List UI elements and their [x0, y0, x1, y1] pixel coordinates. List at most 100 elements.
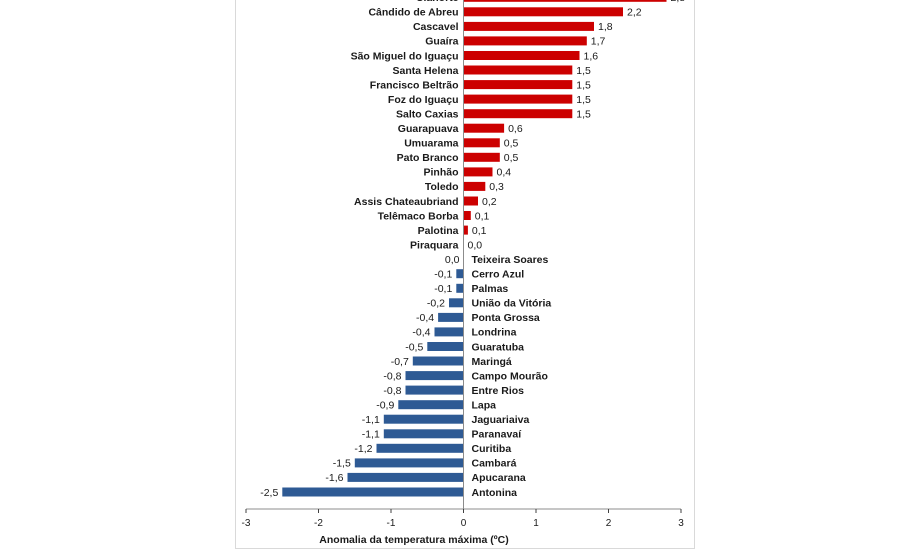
- x-tick-label: 0: [461, 518, 467, 529]
- bar-23: [434, 327, 464, 337]
- category-label: Paranavaí: [472, 429, 523, 441]
- value-label: 1,7: [591, 36, 606, 48]
- category-label: Cerro Azul: [472, 269, 525, 281]
- bar-21: [449, 298, 464, 308]
- category-label: Santa Helena: [393, 65, 459, 77]
- category-label: Curitiba: [472, 443, 512, 455]
- category-label: Teixeira Soares: [472, 254, 549, 266]
- category-label: Palmas: [472, 283, 509, 295]
- bar-28: [398, 400, 464, 410]
- bar-14: [463, 196, 478, 206]
- bar-25: [412, 356, 464, 366]
- category-label: Apucarana: [472, 472, 526, 484]
- category-label: Salto Caxias: [396, 109, 459, 121]
- value-label: 1,8: [598, 21, 613, 33]
- bar-8: [463, 109, 573, 119]
- value-label: 2,8: [671, 0, 686, 4]
- bar-27: [405, 385, 464, 395]
- category-label: Cascavel: [413, 21, 459, 33]
- bar-33: [347, 472, 464, 482]
- value-label: 0,4: [497, 167, 512, 179]
- category-label: Palotina: [418, 225, 459, 237]
- x-tick-label: 1: [533, 518, 539, 529]
- category-label: Guaratuba: [472, 341, 525, 353]
- bar-5: [463, 65, 573, 75]
- bar-26: [405, 371, 464, 381]
- value-label: -0,4: [416, 312, 434, 324]
- category-label: Guarapuava: [398, 123, 459, 135]
- value-label: 0,0: [445, 254, 460, 266]
- value-label: -1,1: [362, 429, 380, 441]
- value-label: -1,5: [333, 458, 351, 470]
- bar-34: [282, 487, 464, 497]
- x-tick-label: -1: [387, 518, 396, 529]
- value-label: -0,1: [434, 283, 452, 295]
- category-label: Toledo: [425, 181, 459, 193]
- value-label: -0,5: [405, 341, 423, 353]
- category-label: Antonina: [472, 487, 518, 499]
- x-tick-label: 2: [606, 518, 612, 529]
- category-label: Telêmaco Borba: [378, 210, 459, 222]
- value-label: 2,2: [627, 7, 642, 19]
- category-label: Cândido de Abreu: [368, 7, 458, 19]
- bar-1: [463, 7, 623, 17]
- bar-32: [354, 458, 464, 468]
- category-label: Assis Chateaubriand: [354, 196, 458, 208]
- bar-20: [456, 283, 464, 293]
- category-label: União da Vitória: [472, 298, 552, 310]
- bar-22: [438, 312, 464, 322]
- value-label: -2,5: [260, 487, 278, 499]
- bar-3: [463, 36, 587, 46]
- value-label: -0,9: [376, 400, 394, 412]
- value-label: -0,8: [383, 370, 401, 382]
- x-tick-label: -2: [314, 518, 323, 529]
- value-label: 0,0: [468, 239, 483, 251]
- bar-2: [463, 21, 594, 31]
- value-label: 0,1: [472, 225, 487, 237]
- value-label: 0,2: [482, 196, 497, 208]
- x-tick-label: -3: [242, 518, 251, 529]
- value-label: 1,5: [576, 109, 591, 121]
- bar-9: [463, 123, 505, 133]
- value-label: -1,2: [354, 443, 372, 455]
- value-label: 0,6: [508, 123, 523, 135]
- value-label: 0,5: [504, 138, 519, 150]
- category-label: Umuarama: [404, 138, 458, 150]
- category-label: Ponta Grossa: [472, 312, 540, 324]
- value-label: 0,1: [475, 210, 490, 222]
- category-label: Pato Branco: [397, 152, 459, 164]
- category-label: Pinhão: [423, 167, 458, 179]
- category-label: Campo Mourão: [472, 370, 548, 382]
- x-axis-title: Anomalia da temperatura máxima (ºC): [319, 534, 508, 546]
- category-label: Francisco Beltrão: [370, 79, 459, 91]
- x-tick-label: 3: [678, 518, 684, 529]
- value-label: 1,5: [576, 94, 591, 106]
- bar-7: [463, 94, 573, 104]
- bar-30: [383, 429, 464, 439]
- bar-16: [463, 225, 468, 235]
- bar-10: [463, 138, 500, 148]
- bar-31: [376, 443, 464, 453]
- bar-29: [383, 414, 464, 424]
- value-label: -1,6: [325, 472, 343, 484]
- category-label: Piraquara: [410, 239, 459, 251]
- category-label: Cianorte: [416, 0, 459, 4]
- chart-frame: [235, 0, 695, 549]
- value-label: -0,1: [434, 269, 452, 281]
- category-label: Jaguariaiva: [472, 414, 530, 426]
- bar-13: [463, 181, 486, 191]
- value-label: 1,5: [576, 79, 591, 91]
- category-label: Cambará: [472, 458, 517, 470]
- category-label: São Miguel do Iguaçu: [351, 50, 459, 62]
- value-label: 1,6: [584, 50, 599, 62]
- bar-0: [463, 0, 667, 2]
- value-label: -1,1: [362, 414, 380, 426]
- bar-11: [463, 152, 500, 162]
- value-label: -0,2: [427, 298, 445, 310]
- bar-24: [427, 342, 464, 351]
- category-label: Maringá: [472, 356, 512, 368]
- value-label: -0,8: [383, 385, 401, 397]
- value-label: -0,7: [391, 356, 409, 368]
- bar-4: [463, 51, 580, 60]
